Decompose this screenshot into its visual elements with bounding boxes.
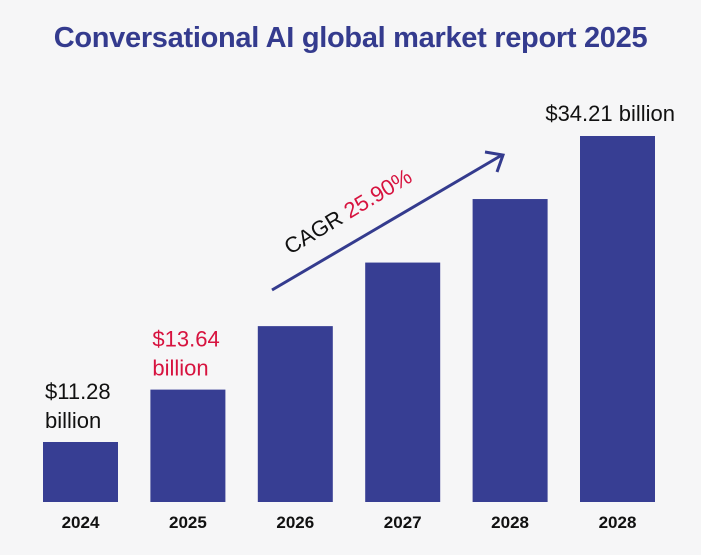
data-label: billion (45, 408, 101, 433)
x-tick-label: 2025 (169, 513, 207, 532)
cagr-value: 25.90% (339, 164, 416, 224)
x-tick-label: 2027 (384, 513, 422, 532)
data-label: billion (152, 356, 208, 381)
bar-4 (472, 199, 548, 502)
x-tick-label: 2028 (491, 513, 529, 532)
bar-2 (257, 326, 333, 502)
cagr-arrow (271, 153, 503, 292)
bar-0 (43, 442, 118, 502)
data-label: $34.21 billion (545, 101, 675, 126)
data-label: $13.64 (152, 327, 219, 352)
x-tick-label: 2026 (276, 513, 314, 532)
cagr-arrow-head (484, 150, 506, 173)
chart-title: Conversational AI global market report 2… (53, 22, 648, 54)
x-tick-label: 2024 (62, 513, 100, 532)
bar-5 (580, 136, 655, 502)
bar-1 (150, 389, 226, 502)
data-label: $11.28 (45, 379, 111, 404)
x-tick-label: 2028 (599, 513, 637, 532)
bar-3 (365, 262, 441, 502)
